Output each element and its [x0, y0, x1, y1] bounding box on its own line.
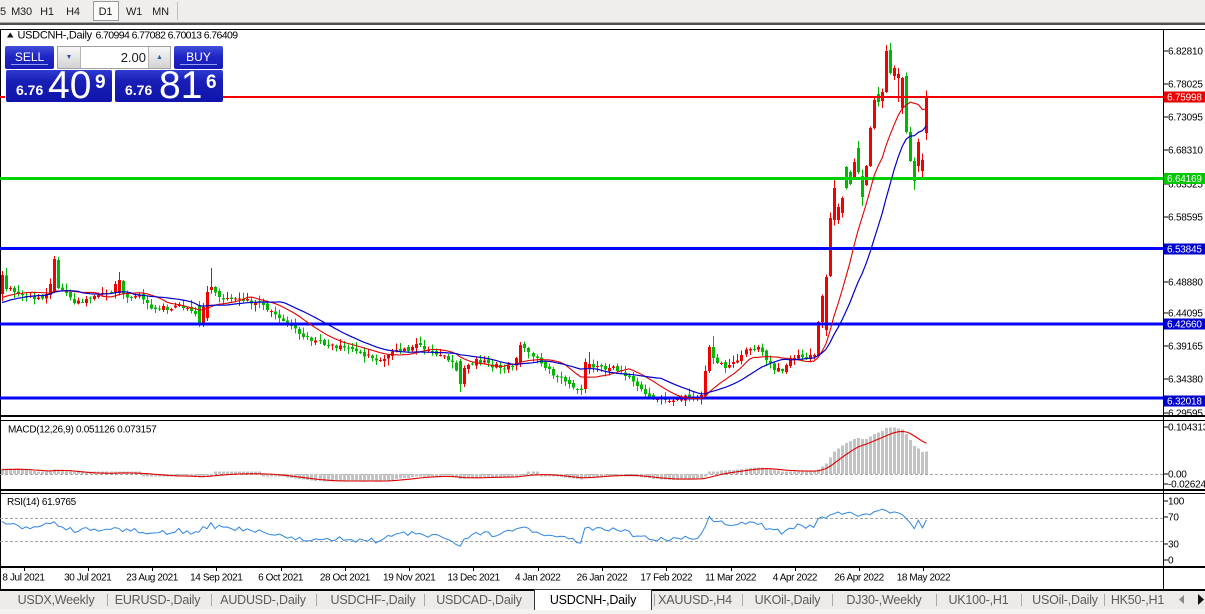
svg-text:6.64169: 6.64169 [1167, 174, 1202, 185]
svg-text:USOil-,Daily: USOil-,Daily [1032, 593, 1099, 607]
svg-text:D1: D1 [99, 6, 113, 18]
svg-text:6.70994 6.77082 6.70013 6.7640: 6.70994 6.77082 6.70013 6.76409 [96, 30, 239, 42]
svg-text:USDCAD-,Daily: USDCAD-,Daily [436, 593, 523, 607]
svg-text:18 May 2022: 18 May 2022 [897, 573, 951, 584]
svg-text:M30: M30 [11, 6, 32, 18]
svg-text:11 Mar 2022: 11 Mar 2022 [705, 573, 757, 584]
svg-text:6 Oct 2021: 6 Oct 2021 [258, 573, 304, 584]
svg-text:100: 100 [1168, 497, 1185, 508]
svg-text:6.68310: 6.68310 [1168, 146, 1203, 157]
svg-text:0: 0 [1168, 556, 1174, 567]
svg-text:70: 70 [1168, 513, 1179, 524]
svg-text:EURUSD-,Daily: EURUSD-,Daily [115, 593, 202, 607]
svg-text:6.82810: 6.82810 [1168, 47, 1203, 58]
svg-text:USDCNH-,Daily: USDCNH-,Daily [550, 593, 637, 607]
svg-text:6.48880: 6.48880 [1168, 278, 1203, 289]
svg-text:6.53845: 6.53845 [1167, 245, 1202, 256]
svg-text:XAUUSD-,H4: XAUUSD-,H4 [658, 593, 732, 607]
svg-text:AUDUSD-,Daily: AUDUSD-,Daily [220, 593, 307, 607]
svg-text:6.39165: 6.39165 [1168, 342, 1203, 353]
svg-text:0.104313: 0.104313 [1168, 423, 1205, 434]
svg-text:6.73095: 6.73095 [1168, 113, 1203, 124]
svg-text:14 Sep 2021: 14 Sep 2021 [190, 573, 243, 584]
svg-text:6.78025: 6.78025 [1168, 80, 1203, 91]
svg-text:6.58595: 6.58595 [1168, 213, 1203, 224]
svg-text:6.75998: 6.75998 [1167, 93, 1202, 104]
svg-text:5: 5 [0, 6, 6, 18]
svg-text:23 Aug 2021: 23 Aug 2021 [126, 573, 179, 584]
svg-text:USDCHF-,Daily: USDCHF-,Daily [331, 593, 417, 607]
svg-text:6.44095: 6.44095 [1168, 309, 1203, 320]
svg-text:H4: H4 [66, 6, 80, 18]
svg-text:6.34380: 6.34380 [1168, 375, 1203, 386]
svg-text:6.32018: 6.32018 [1167, 397, 1202, 408]
svg-text:DJ30-,Weekly: DJ30-,Weekly [846, 593, 922, 607]
svg-text:4 Jan 2022: 4 Jan 2022 [515, 573, 561, 584]
svg-text:H1: H1 [40, 6, 54, 18]
svg-text:UK100-,H1: UK100-,H1 [948, 593, 1008, 607]
svg-text:26 Apr 2022: 26 Apr 2022 [834, 573, 884, 584]
svg-text:USDCNH-,Daily: USDCNH-,Daily [18, 30, 93, 42]
svg-text:8 Jul 2021: 8 Jul 2021 [2, 573, 45, 584]
svg-text:6.63525: 6.63525 [1168, 180, 1203, 191]
svg-text:17 Feb 2022: 17 Feb 2022 [640, 573, 693, 584]
svg-text:13 Dec 2021: 13 Dec 2021 [447, 573, 500, 584]
svg-text:30 Jul 2021: 30 Jul 2021 [64, 573, 112, 584]
svg-text:-0.02624: -0.02624 [1168, 480, 1205, 491]
svg-text:HK50-,H1: HK50-,H1 [1111, 593, 1165, 607]
svg-text:0.00: 0.00 [1168, 470, 1187, 481]
svg-text:W1: W1 [126, 6, 142, 18]
svg-text:MN: MN [152, 6, 169, 18]
svg-text:6.42660: 6.42660 [1167, 320, 1202, 331]
svg-text:26 Jan 2022: 26 Jan 2022 [577, 573, 628, 584]
svg-text:4 Apr 2022: 4 Apr 2022 [773, 573, 818, 584]
svg-text:6.29595: 6.29595 [1168, 409, 1203, 420]
svg-text:RSI(14) 61.9765: RSI(14) 61.9765 [7, 497, 77, 508]
svg-text:UKOil-,Daily: UKOil-,Daily [755, 593, 822, 607]
svg-text:19 Nov 2021: 19 Nov 2021 [383, 573, 436, 584]
svg-text:MACD(12,26,9) 0.051126 0.07315: MACD(12,26,9) 0.051126 0.073157 [8, 425, 157, 436]
svg-text:30: 30 [1168, 540, 1179, 551]
svg-text:28 Oct 2021: 28 Oct 2021 [320, 573, 371, 584]
svg-text:USDX,Weekly: USDX,Weekly [18, 593, 96, 607]
